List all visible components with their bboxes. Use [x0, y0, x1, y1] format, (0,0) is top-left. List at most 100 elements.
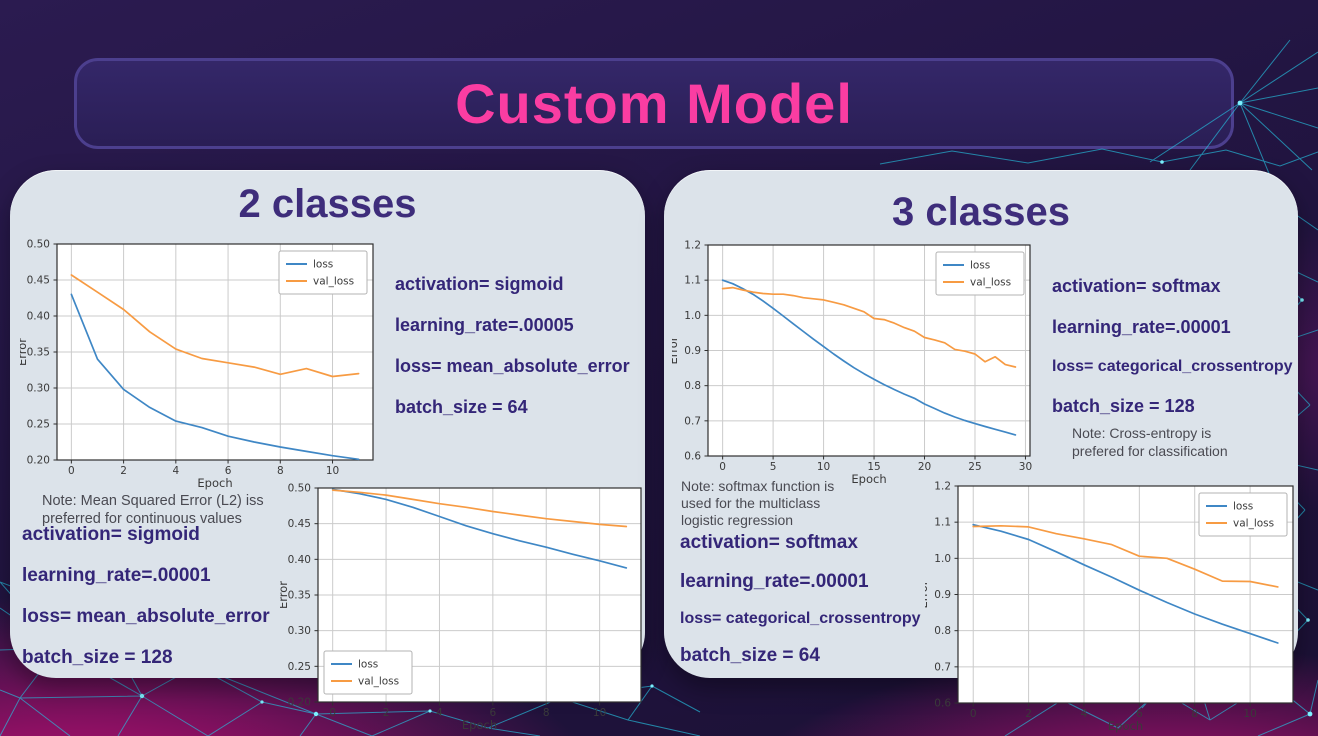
note-line: logistic regression	[681, 512, 794, 528]
svg-text:0.20: 0.20	[27, 455, 50, 467]
svg-text:0.25: 0.25	[288, 661, 311, 673]
svg-text:4: 4	[1081, 708, 1088, 720]
svg-text:Error: Error	[280, 581, 290, 609]
svg-text:10: 10	[817, 461, 830, 473]
param-batch-size: batch_size = 128	[22, 647, 173, 668]
svg-text:0: 0	[719, 461, 726, 473]
param-learning-rate: learning_rate=.00001	[680, 571, 869, 592]
svg-text:4: 4	[436, 707, 443, 719]
svg-text:0.9: 0.9	[934, 589, 951, 601]
param-loss: loss= mean_absolute_error	[395, 356, 630, 376]
note-line: Note: Cross-entropy is	[1072, 425, 1212, 441]
svg-text:0: 0	[68, 465, 75, 477]
svg-text:2: 2	[383, 707, 390, 719]
note-2-classes: Note: Mean Squared Error (L2) iss prefer…	[42, 492, 264, 528]
svg-text:Epoch: Epoch	[851, 472, 886, 486]
svg-text:0.45: 0.45	[288, 518, 311, 530]
svg-text:15: 15	[867, 461, 880, 473]
params-2-classes-top: activation= sigmoid learning_rate=.00005…	[395, 274, 630, 418]
svg-text:8: 8	[543, 707, 550, 719]
svg-text:10: 10	[593, 707, 606, 719]
svg-text:1.2: 1.2	[934, 481, 951, 493]
svg-text:20: 20	[918, 461, 931, 473]
loss-chart-3-classes-bottom: 0 2 4 6 8 10 0.6 0.7 0.8 0.9 1.0 1.1 1.2 Epoch Error lo…	[916, 478, 1305, 736]
svg-text:5: 5	[770, 461, 777, 473]
panel-heading-2-classes: 2 classes	[238, 182, 417, 226]
params-3-classes-top: activation= softmax learning_rate=.00001…	[1052, 276, 1293, 417]
svg-text:25: 25	[968, 461, 981, 473]
note-3-classes-bottom: Note: softmax function is used for the m…	[681, 478, 834, 529]
svg-text:0.50: 0.50	[27, 239, 50, 251]
svg-text:0.6: 0.6	[934, 698, 951, 710]
svg-text:2: 2	[120, 465, 127, 477]
svg-text:Epoch: Epoch	[462, 718, 497, 732]
svg-text:0.40: 0.40	[288, 554, 311, 566]
param-learning-rate: learning_rate=.00001	[22, 565, 211, 586]
svg-text:0.45: 0.45	[27, 275, 50, 287]
svg-text:0.8: 0.8	[934, 625, 951, 637]
svg-text:Error: Error	[925, 580, 930, 608]
svg-text:loss: loss	[1233, 501, 1253, 513]
loss-chart-2-classes-top: 0 2 4 6 8 10 0.20 0.25 0.30 0.35 0.40 0.45 0.50 Epoch…	[15, 236, 392, 498]
svg-text:0: 0	[970, 708, 977, 720]
loss-chart-2-classes-bottom: 0 2 4 6 8 10 0.20 0.25 0.30 0.35 0.40 0.45 0.50 Epoch…	[276, 478, 652, 736]
svg-text:Error: Error	[672, 336, 680, 364]
loss-chart-3-classes-top: 0 5 10 15 20 25 30 0.6 0.7 0.8 0.9 1.0 1.1 1.2 Epoch Er…	[666, 236, 1044, 498]
svg-text:val_loss: val_loss	[313, 276, 354, 288]
params-2-classes-bottom: activation= sigmoid learning_rate=.00001…	[22, 524, 270, 669]
svg-text:Epoch: Epoch	[1108, 719, 1143, 733]
svg-text:8: 8	[277, 465, 284, 477]
note-line: Note: Mean Squared Error (L2) iss	[42, 493, 264, 509]
svg-text:0.40: 0.40	[27, 311, 50, 323]
svg-text:0.30: 0.30	[27, 383, 50, 395]
svg-text:loss: loss	[358, 659, 378, 671]
note-line: Note: softmax function is	[681, 478, 835, 494]
svg-text:val_loss: val_loss	[1233, 518, 1274, 530]
svg-text:10: 10	[326, 465, 339, 477]
title-banner: Custom Model	[74, 58, 1234, 149]
svg-text:0.8: 0.8	[684, 380, 701, 392]
svg-text:0.25: 0.25	[27, 419, 50, 431]
param-activation: activation= sigmoid	[395, 274, 564, 294]
param-learning-rate: learning_rate=.00001	[1052, 317, 1231, 337]
svg-text:1.0: 1.0	[684, 310, 701, 322]
svg-text:loss: loss	[970, 260, 990, 272]
svg-text:4: 4	[172, 465, 179, 477]
note-line: preferred for continuous values	[42, 511, 242, 527]
param-loss: loss= categorical_crossentropy	[680, 610, 921, 627]
note-line: used for the multiclass	[681, 495, 821, 511]
params-3-classes-bottom: activation= softmax learning_rate=.00001…	[680, 532, 921, 667]
param-batch-size: batch_size = 128	[1052, 396, 1195, 416]
svg-text:0.35: 0.35	[288, 590, 311, 602]
svg-text:val_loss: val_loss	[358, 676, 399, 688]
svg-text:0.7: 0.7	[934, 661, 951, 673]
param-activation: activation= softmax	[680, 532, 858, 553]
note-line: prefered for classification	[1072, 443, 1228, 459]
svg-text:0.30: 0.30	[288, 625, 311, 637]
param-batch-size: batch_size = 64	[680, 645, 820, 666]
param-activation: activation= softmax	[1052, 276, 1221, 296]
svg-text:1.1: 1.1	[934, 517, 951, 529]
svg-text:0.7: 0.7	[684, 415, 701, 427]
svg-text:loss: loss	[313, 259, 333, 271]
param-activation: activation= sigmoid	[22, 524, 200, 545]
svg-text:1.0: 1.0	[934, 553, 951, 565]
svg-text:8: 8	[1191, 708, 1198, 720]
svg-text:Error: Error	[20, 338, 29, 366]
param-loss: loss= categorical_crossentropy	[1052, 358, 1293, 375]
svg-text:Epoch: Epoch	[197, 476, 232, 490]
svg-text:30: 30	[1019, 461, 1032, 473]
svg-text:0.6: 0.6	[684, 451, 701, 463]
svg-text:0.20: 0.20	[288, 697, 311, 709]
note-3-classes-top: Note: Cross-entropy is prefered for clas…	[1072, 424, 1228, 460]
svg-text:0.9: 0.9	[684, 345, 701, 357]
param-learning-rate: learning_rate=.00005	[395, 315, 574, 335]
svg-text:0.35: 0.35	[27, 347, 50, 359]
svg-text:6: 6	[225, 465, 232, 477]
param-loss: loss= mean_absolute_error	[22, 606, 270, 627]
svg-text:2: 2	[1025, 708, 1032, 720]
panel-heading-3-classes: 3 classes	[892, 190, 1070, 234]
svg-text:val_loss: val_loss	[970, 277, 1011, 289]
svg-text:0.50: 0.50	[288, 483, 311, 495]
